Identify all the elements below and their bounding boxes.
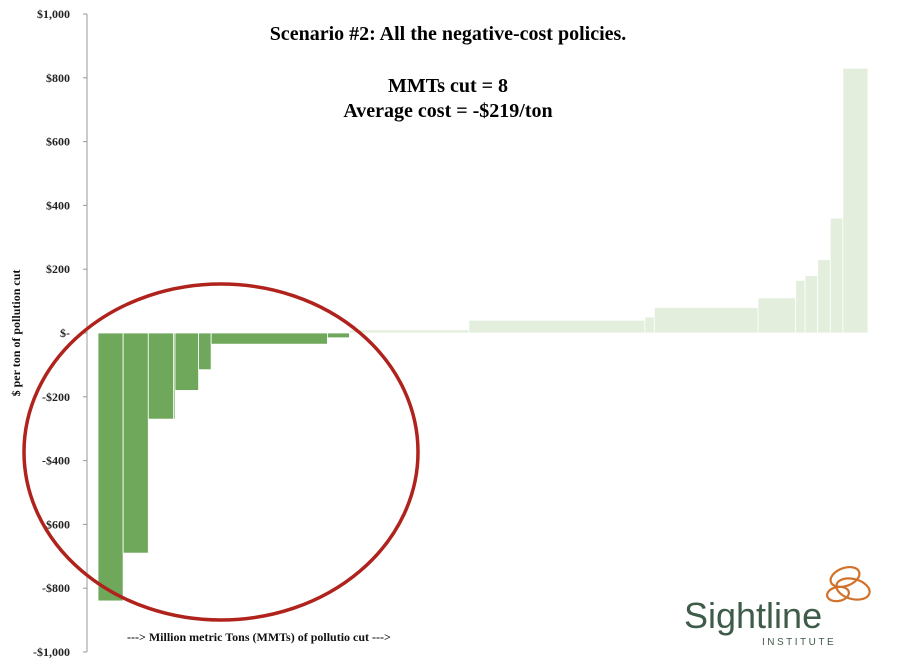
faded-bar-14 xyxy=(757,297,797,334)
faded-bar-16 xyxy=(804,275,819,334)
faded-bar-18 xyxy=(829,217,844,334)
annotation-average-cost: Average cost = -$219/ton xyxy=(343,100,552,122)
bars-group xyxy=(97,67,869,602)
faded-bar-11 xyxy=(468,319,646,334)
y-tick-label-9: -$800 xyxy=(42,581,70,595)
faded-bar-15 xyxy=(795,279,806,334)
y-axis-label: $ per ton of pollution cut xyxy=(9,270,23,397)
faded-bar-13 xyxy=(653,307,759,334)
y-tick-label-5: $- xyxy=(60,326,70,340)
negative-cost-bar-7 xyxy=(198,332,212,371)
highlight-circle xyxy=(22,282,420,622)
sightline-logo: Sightline INSTITUTE xyxy=(684,566,871,648)
logo-name: Sightline xyxy=(684,595,822,636)
faded-bar-10 xyxy=(349,329,470,334)
x-axis-label: ---> Million metric Tons (MMTs) of pollu… xyxy=(127,630,391,644)
y-tick-label-3: $400 xyxy=(46,198,70,212)
y-tick-label-8: -$600 xyxy=(42,517,70,531)
faded-bar-19 xyxy=(842,67,869,334)
y-tick-label-10: -$1,000 xyxy=(33,645,70,659)
y-tick-label-6: -$200 xyxy=(42,390,70,404)
chart-title: Scenario #2: All the negative-cost polic… xyxy=(270,23,627,45)
negative-cost-bar-1 xyxy=(122,332,149,554)
y-tick-label-1: $800 xyxy=(46,71,70,85)
faded-bar-12 xyxy=(644,316,655,334)
y-tick-label-7: -$400 xyxy=(42,454,70,468)
negative-cost-bar-0 xyxy=(97,332,124,602)
faded-bar-17 xyxy=(817,259,831,334)
y-tick-label-0: $1,000 xyxy=(37,7,70,21)
negative-cost-bar-9 xyxy=(327,332,350,339)
negative-cost-bar-8 xyxy=(210,332,328,345)
annotation-mmts: MMTs cut = 8 xyxy=(388,75,508,97)
negative-cost-bar-2 xyxy=(147,332,174,420)
negative-cost-bar-6 xyxy=(174,332,199,391)
logo-tagline: INSTITUTE xyxy=(762,637,836,648)
y-tick-label-4: $200 xyxy=(46,262,70,276)
y-tick-labels: $1,000 $800 $600 $400 $200 $- -$200 -$400 -$600 -… xyxy=(33,7,87,659)
y-tick-label-2: $600 xyxy=(46,135,70,149)
logo-mark-icon xyxy=(825,566,871,603)
